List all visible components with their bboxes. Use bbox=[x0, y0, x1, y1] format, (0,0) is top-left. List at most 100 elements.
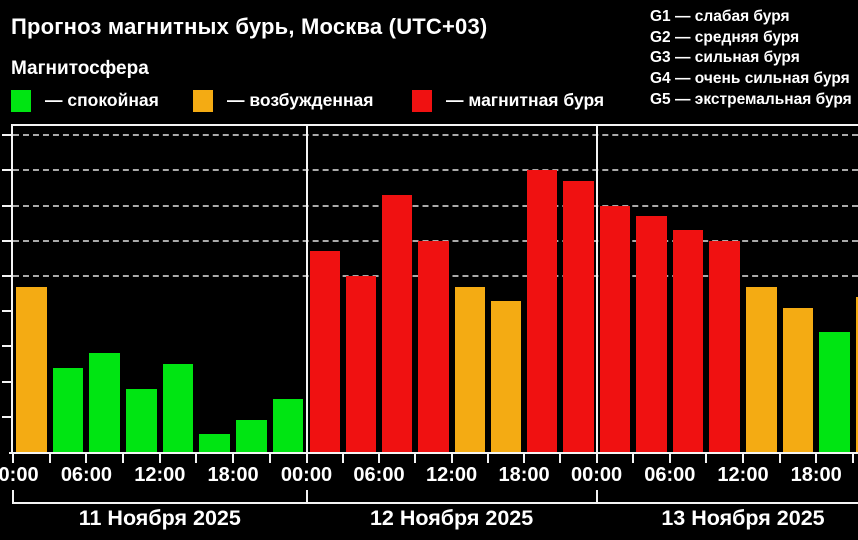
kp-bar-day2-slot4 bbox=[418, 241, 449, 452]
kp-bar-day3-slot8 bbox=[855, 297, 858, 452]
kp-bar-day3-slot5 bbox=[746, 287, 777, 452]
kp-bar-day1-slot2 bbox=[52, 368, 84, 452]
kp-bar-day2-slot8 bbox=[563, 181, 594, 452]
kp-bar-day2-slot3 bbox=[382, 195, 413, 452]
time-label: 06:00 bbox=[353, 464, 405, 486]
kp-bar-day1-slot6 bbox=[199, 434, 231, 452]
grid-line-g6 bbox=[13, 239, 858, 242]
time-label: 00:00 bbox=[280, 464, 333, 486]
kp-bar-day1-slot7 bbox=[236, 420, 267, 452]
x-axis-tick bbox=[158, 454, 161, 463]
y-axis-tick bbox=[2, 415, 11, 418]
y-axis-tick bbox=[2, 239, 11, 242]
kp-bar-day1-slot3 bbox=[89, 353, 121, 452]
kp-bar-day1-slot1 bbox=[16, 287, 47, 452]
day-separator bbox=[595, 124, 598, 452]
calm-color-swatch bbox=[11, 90, 31, 112]
storm-color-swatch bbox=[412, 90, 432, 112]
y-axis-tick bbox=[2, 275, 11, 277]
y-axis-tick bbox=[2, 345, 11, 348]
chart-subtitle: Магнитосфера bbox=[11, 58, 149, 79]
y-axis-tick bbox=[2, 204, 11, 207]
kp-bar-day3-slot2 bbox=[636, 216, 667, 452]
grid-line-g7 bbox=[13, 204, 858, 207]
legend-item-excited: — возбужденная bbox=[193, 88, 427, 114]
kp-bar-day3-slot6 bbox=[782, 308, 814, 452]
date-label-day3: 13 Ноября 2025 bbox=[661, 506, 825, 530]
legend-item-storm: — магнитная буря bbox=[412, 88, 646, 114]
time-label: 12:00 bbox=[717, 464, 769, 486]
x-axis-tick bbox=[632, 454, 635, 463]
kp-bar-day2-slot1 bbox=[309, 251, 340, 452]
x-axis-tick bbox=[122, 454, 125, 463]
x-axis-tick bbox=[268, 454, 271, 463]
legend-item-label: — магнитная буря bbox=[446, 90, 605, 110]
time-label: 18:00 bbox=[790, 464, 842, 486]
time-label: 00:00 bbox=[571, 464, 623, 486]
time-label: 12:00 bbox=[134, 464, 186, 486]
y-axis-tick bbox=[2, 380, 11, 383]
x-axis-tick bbox=[742, 454, 744, 463]
x-axis-tick bbox=[668, 454, 671, 463]
grid-line-g8 bbox=[13, 169, 858, 172]
chart-left-border bbox=[11, 124, 13, 454]
legend-item-calm: — спокойная bbox=[11, 88, 245, 114]
grid-line-g9 bbox=[13, 134, 858, 137]
date-bracket-stub bbox=[595, 490, 598, 504]
chart-title: Прогноз магнитных бурь, Москва (UTC+03) bbox=[11, 14, 488, 39]
x-axis-tick bbox=[815, 454, 818, 463]
x-axis-tick bbox=[195, 454, 198, 463]
storm-scale-item-g4: G4 — очень сильная буря bbox=[650, 70, 850, 88]
time-label: 18:00 bbox=[207, 464, 259, 486]
kp-bar-day1-slot8 bbox=[272, 399, 304, 452]
kp-bar-day2-slot2 bbox=[345, 276, 377, 452]
storm-scale-item-g3: G3 — сильная буря bbox=[650, 49, 800, 67]
date-label-day1: 11 Ноября 2025 bbox=[78, 506, 241, 530]
kp-bar-day2-slot7 bbox=[527, 170, 558, 452]
x-axis-tick bbox=[414, 454, 417, 463]
legend-item-label: — возбужденная bbox=[227, 90, 374, 110]
storm-scale-item-g2: G2 — средняя буря bbox=[650, 28, 800, 46]
activity-legend: — спокойная — возбужденная — магнитная бур… bbox=[0, 88, 858, 114]
chart-top-border bbox=[11, 124, 858, 126]
x-axis-tick bbox=[595, 454, 598, 463]
legend-item-label: — спокойная bbox=[45, 90, 159, 110]
storm-scale-item-g1: G1 — слабая буря bbox=[650, 8, 790, 25]
time-label: 12:00 bbox=[426, 464, 478, 486]
x-axis-tick bbox=[341, 454, 344, 463]
storm-scale-item-g5: G5 — экстремальная буря bbox=[650, 90, 852, 108]
x-axis-tick bbox=[232, 454, 235, 463]
y-axis-tick bbox=[2, 310, 11, 313]
storm-scale-legend: G1 — слабая буря G2 — средняя буря G3 — си… bbox=[650, 7, 858, 111]
date-bracket bbox=[13, 502, 858, 504]
date-bracket-stub bbox=[12, 490, 14, 504]
excited-color-swatch bbox=[193, 90, 213, 112]
y-axis-tick bbox=[2, 134, 11, 137]
x-axis-tick bbox=[85, 454, 88, 463]
x-axis-tick bbox=[378, 454, 380, 463]
kp-bar-day2-slot6 bbox=[490, 301, 522, 452]
x-axis-line bbox=[9, 452, 858, 454]
x-axis-tick bbox=[305, 454, 308, 463]
x-axis-tick bbox=[12, 454, 14, 463]
kp-bar-day1-slot4 bbox=[126, 389, 157, 452]
kp-bar-day1-slot5 bbox=[162, 364, 194, 452]
day-separator bbox=[305, 124, 308, 452]
time-label: 00:00 bbox=[0, 464, 39, 486]
time-label: 06:00 bbox=[60, 464, 112, 486]
x-axis-tick bbox=[450, 454, 453, 463]
x-axis-tick bbox=[486, 454, 489, 463]
kp-bar-day3-slot1 bbox=[599, 206, 631, 452]
time-label: 18:00 bbox=[498, 464, 550, 486]
date-bracket-stub bbox=[305, 490, 308, 504]
kp-bar-day3-slot7 bbox=[819, 332, 850, 452]
x-axis-tick bbox=[705, 454, 708, 463]
kp-bar-day3-slot3 bbox=[672, 230, 704, 452]
kp-bar-day2-slot5 bbox=[454, 287, 485, 452]
x-axis-tick bbox=[48, 454, 51, 463]
date-label-day2: 12 Ноября 2025 bbox=[369, 506, 534, 530]
y-axis-tick bbox=[2, 169, 11, 172]
x-axis-tick bbox=[778, 454, 781, 463]
kp-bar-day3-slot4 bbox=[709, 241, 740, 452]
